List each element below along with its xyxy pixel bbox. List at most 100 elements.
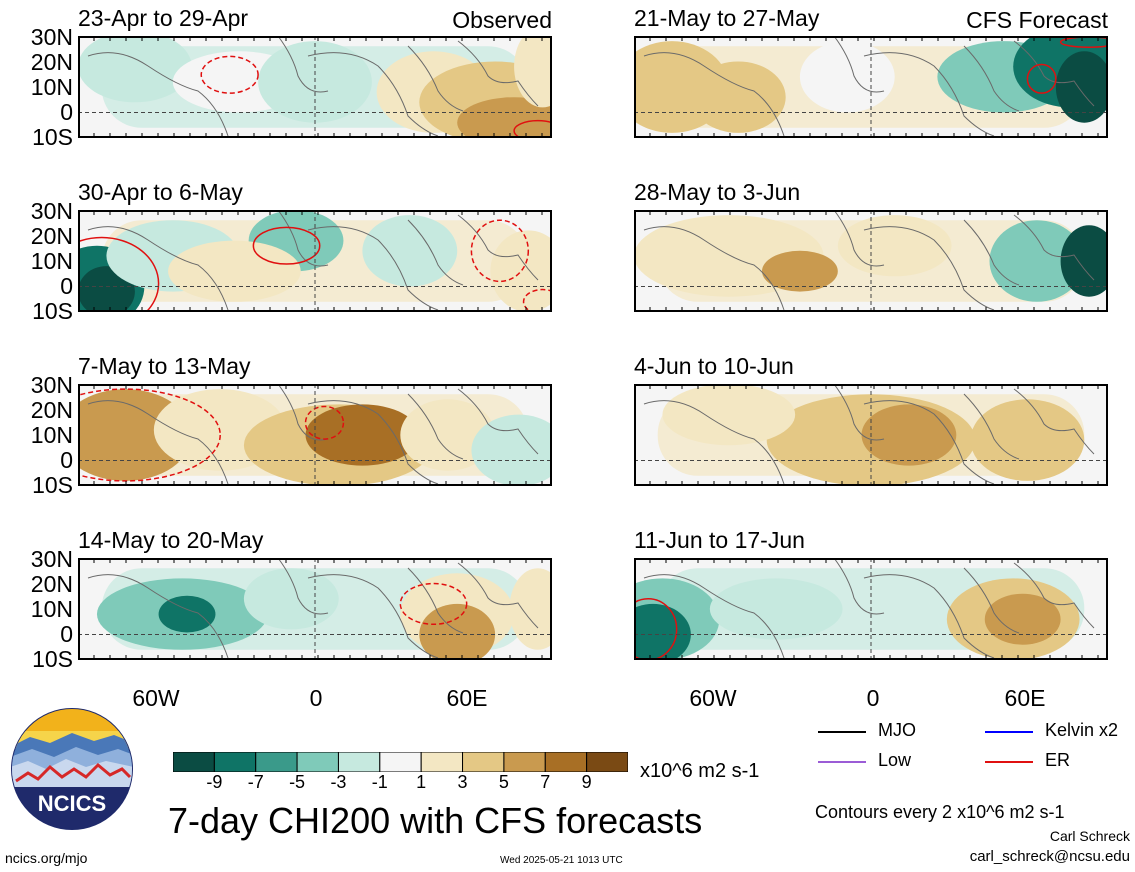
er-contour (634, 598, 678, 660)
coastline (407, 393, 464, 460)
panel-map (78, 558, 552, 660)
panel-map (634, 210, 1108, 312)
lat-label: 10S (32, 472, 73, 498)
anomaly-region (799, 41, 895, 113)
colorbar-swatch (172, 751, 215, 773)
coastline (87, 226, 229, 311)
anomaly-region (509, 568, 552, 650)
coastline (833, 384, 885, 441)
colorbar-tick-label: -1 (371, 772, 388, 792)
colorbar-tick-label: 1 (416, 772, 427, 792)
lat-label: 10N (30, 74, 73, 100)
contour-note: Contours every 2 x10^6 m2 s-1 (815, 802, 1065, 822)
coastline (643, 574, 785, 659)
panel-title: 11-Jun to 17-Jun (634, 527, 805, 553)
coastline (277, 384, 329, 441)
panel-title: 21-May to 27-May (634, 5, 820, 31)
panel-title: 28-May to 3-Jun (634, 179, 801, 205)
er-contour (78, 388, 221, 482)
coastline (863, 52, 995, 137)
lon-label-60e-left: 60E (446, 685, 488, 711)
lat-label: 20N (30, 49, 73, 75)
coastline (863, 400, 995, 485)
er-contour (470, 219, 530, 283)
lat-label: 10S (32, 646, 73, 672)
lon-label-60w-left: 60W (132, 685, 180, 711)
lat-label: 10N (30, 596, 73, 622)
anomaly-region (634, 603, 691, 660)
er-contour (304, 405, 345, 440)
lat-label: 20N (30, 223, 73, 249)
coastline (307, 400, 439, 485)
coastline (407, 567, 464, 634)
anomaly-region (471, 414, 552, 486)
coastline (87, 400, 229, 485)
coastline (457, 388, 539, 455)
lat-label: 0 (60, 621, 73, 647)
anomaly-region (168, 240, 301, 302)
panel-map (78, 36, 552, 138)
coastline (963, 45, 1020, 112)
panel-frame (78, 558, 552, 660)
er-contour (252, 226, 321, 265)
panel-title: 7-May to 13-May (78, 353, 251, 379)
anomaly-region (243, 568, 339, 630)
colorbar-swatches (172, 751, 629, 773)
colorbar-swatch (255, 751, 298, 773)
coastline (277, 210, 329, 267)
colorbar (172, 751, 629, 773)
colorbar-swatch (544, 751, 588, 773)
er-contour (522, 288, 552, 312)
coastline (1013, 562, 1095, 629)
anomaly-region (490, 230, 552, 312)
coastline (963, 567, 1020, 634)
panel-frame (78, 36, 552, 138)
panel-map (634, 558, 1108, 660)
colorbar-swatch (337, 751, 381, 773)
lat-label: 30N (30, 546, 73, 572)
lat-label: 10S (32, 298, 73, 324)
legend-low-line (818, 761, 866, 763)
coastline (833, 558, 885, 615)
panel-map (78, 384, 552, 486)
coastline (277, 36, 329, 93)
er-contour (513, 119, 552, 138)
coastline (87, 52, 229, 137)
legend-mjo-line (818, 731, 866, 733)
coastline (1013, 40, 1095, 107)
author-name: Carl Schreck (1049, 828, 1130, 844)
panel-source-label: CFS Forecast (966, 7, 1108, 33)
lat-label: 0 (60, 273, 73, 299)
panel-frame (78, 210, 552, 312)
ncics-logo: NCICS (10, 707, 134, 831)
coastline (863, 574, 995, 659)
lat-label: 30N (30, 198, 73, 224)
logo-text: NCICS (38, 791, 106, 816)
footer-url[interactable]: ncics.org/mjo (5, 850, 88, 866)
coastline (643, 400, 785, 485)
colorbar-tick-label: 7 (540, 772, 551, 792)
coastline (277, 558, 329, 615)
coastline (87, 574, 229, 659)
coastline (457, 40, 539, 107)
coastline (963, 393, 1020, 460)
legend-kelvin-label: Kelvin x2 (1045, 720, 1119, 740)
anomaly-region (837, 215, 952, 277)
anomaly-region (1055, 51, 1108, 123)
legend-er-line (985, 761, 1033, 763)
panel-title: 23-Apr to 29-Apr (78, 5, 249, 31)
colorbar-swatch (586, 751, 629, 773)
colorbar-tick-label: -3 (330, 772, 347, 792)
coastline (863, 226, 995, 311)
panel-title: 4-Jun to 10-Jun (634, 353, 794, 379)
anomaly-region (400, 399, 496, 471)
panel-map (78, 210, 552, 312)
coastline (407, 219, 464, 286)
panel-title: 30-Apr to 6-May (78, 179, 243, 205)
colorbar-tick-label: -9 (206, 772, 223, 792)
lat-label: 10N (30, 248, 73, 274)
coastline (643, 52, 785, 137)
coastline (1013, 214, 1095, 281)
colorbar-swatch (503, 751, 546, 773)
coastline (457, 562, 539, 629)
